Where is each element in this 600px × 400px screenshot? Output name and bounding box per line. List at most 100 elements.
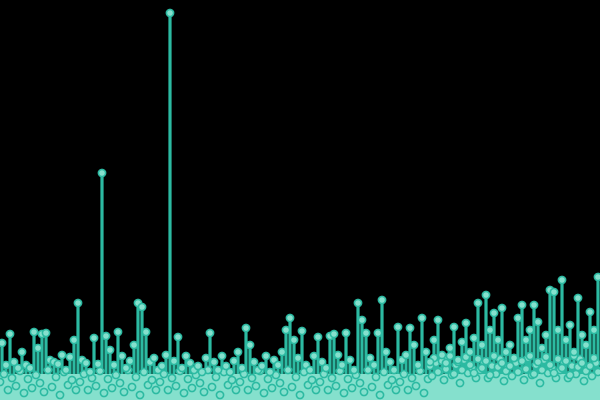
stem-marker (5, 329, 15, 339)
stem-marker (245, 340, 255, 350)
stem-marker (481, 356, 491, 366)
stem-marker (323, 385, 333, 395)
stem-marker (75, 377, 85, 387)
stem-marker (345, 355, 355, 365)
stem-marker (305, 365, 315, 375)
stem-marker (505, 361, 515, 371)
stem-marker (529, 300, 539, 310)
stem-marker (361, 328, 371, 338)
stem-marker (333, 350, 343, 360)
stem-marker (217, 351, 227, 361)
stem-marker (355, 378, 365, 388)
stem-marker (97, 168, 107, 178)
stem-marker (497, 358, 507, 368)
stem-marker (589, 353, 599, 363)
stem-marker (0, 369, 9, 379)
stem-marker (241, 323, 251, 333)
stem-marker (369, 360, 379, 370)
stem-marker (401, 350, 411, 360)
stem-marker (91, 381, 101, 391)
stem-marker (557, 275, 567, 285)
stem-marker (137, 302, 147, 312)
stem-marker (379, 367, 389, 377)
stem-marker (577, 358, 587, 368)
stem-marker (517, 356, 527, 366)
stem-marker (105, 345, 115, 355)
stem-marker (439, 375, 449, 385)
stem-marker (287, 382, 297, 392)
stem-marker (461, 318, 471, 328)
stem-marker (1, 360, 11, 370)
stem-marker (205, 328, 215, 338)
stem-marker (281, 325, 291, 335)
stem-marker (457, 337, 467, 347)
stem-marker (347, 383, 357, 393)
stem-marker (187, 383, 197, 393)
stem-marker (95, 366, 105, 376)
stem-marker (477, 363, 487, 373)
stem-marker (533, 357, 543, 367)
stem-marker (243, 385, 253, 395)
stem-marker (267, 383, 277, 393)
stem-marker (193, 361, 203, 371)
stem-marker (399, 369, 409, 379)
stem-marker (353, 298, 363, 308)
stem-marker (131, 372, 141, 382)
stem-marker (197, 367, 207, 377)
stem-marker (165, 8, 175, 18)
stem-marker (109, 360, 119, 370)
stem-marker (317, 357, 327, 367)
stem-marker (115, 378, 125, 388)
stem-marker (391, 385, 401, 395)
stem-marker (289, 335, 299, 345)
stem-marker (81, 358, 91, 368)
stem-marker (489, 308, 499, 318)
stem-marker (357, 315, 367, 325)
stem-marker (23, 374, 33, 384)
stem-marker (473, 298, 483, 308)
stem-marker (41, 328, 51, 338)
stem-marker (557, 363, 567, 373)
stem-marker (83, 385, 93, 395)
stem-marker (387, 375, 397, 385)
stem-marker (209, 357, 219, 367)
stem-marker (213, 365, 223, 375)
stem-marker (465, 347, 475, 357)
stem-marker (215, 390, 225, 400)
stem-marker (521, 364, 531, 374)
stem-marker (425, 357, 435, 367)
stem-marker (185, 358, 195, 368)
stem-marker (537, 365, 547, 375)
stem-marker (313, 332, 323, 342)
stem-marker (377, 295, 387, 305)
stem-marker (43, 365, 53, 375)
stem-marker (321, 363, 331, 373)
stem-marker (469, 333, 479, 343)
stem-marker (307, 375, 317, 385)
stem-marker (227, 375, 237, 385)
stem-marker (265, 367, 275, 377)
stem-marker (537, 343, 547, 353)
stem-marker (337, 360, 347, 370)
stem-marker (0, 338, 7, 348)
stem-marker (561, 335, 571, 345)
stem-marker (19, 388, 29, 398)
stem-marker (505, 340, 515, 350)
stem-marker (33, 343, 43, 353)
stem-marker (589, 325, 599, 335)
stem-marker (517, 300, 527, 310)
stem-marker (525, 325, 535, 335)
stem-marker (339, 388, 349, 398)
stem-marker (493, 335, 503, 345)
stem-marker (67, 375, 77, 385)
stem-marker (53, 359, 63, 369)
stem-marker (489, 351, 499, 361)
stem-marker (453, 355, 463, 365)
stem-marker (465, 360, 475, 370)
stem-marker (375, 390, 385, 400)
stem-marker (177, 363, 187, 373)
stem-marker (561, 356, 571, 366)
